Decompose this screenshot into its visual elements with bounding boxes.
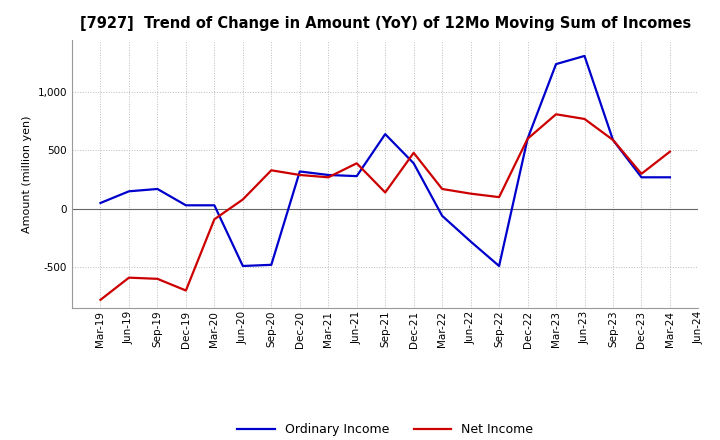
Net Income — [637, 171, 646, 176]
Ordinary Income — [608, 137, 617, 143]
Net Income — [552, 112, 560, 117]
Ordinary Income — [523, 136, 532, 141]
Line: Ordinary Income: Ordinary Income — [101, 56, 670, 266]
Net Income — [495, 194, 503, 200]
Ordinary Income — [552, 62, 560, 67]
Net Income — [210, 216, 219, 222]
Ordinary Income — [125, 189, 133, 194]
Ordinary Income — [295, 169, 304, 174]
Ordinary Income — [495, 264, 503, 269]
Ordinary Income — [324, 172, 333, 178]
Ordinary Income — [181, 203, 190, 208]
Net Income — [523, 136, 532, 141]
Net Income — [467, 191, 475, 196]
Ordinary Income — [410, 161, 418, 166]
Ordinary Income — [238, 264, 247, 269]
Net Income — [181, 288, 190, 293]
Ordinary Income — [637, 175, 646, 180]
Net Income — [665, 149, 674, 154]
Net Income — [125, 275, 133, 280]
Title: [7927]  Trend of Change in Amount (YoY) of 12Mo Moving Sum of Incomes: [7927] Trend of Change in Amount (YoY) o… — [80, 16, 690, 32]
Net Income — [381, 190, 390, 195]
Ordinary Income — [267, 262, 276, 268]
Net Income — [153, 276, 162, 282]
Net Income — [410, 150, 418, 155]
Net Income — [96, 297, 105, 302]
Net Income — [267, 168, 276, 173]
Ordinary Income — [153, 186, 162, 191]
Ordinary Income — [665, 175, 674, 180]
Net Income — [580, 116, 589, 121]
Net Income — [352, 161, 361, 166]
Legend: Ordinary Income, Net Income: Ordinary Income, Net Income — [232, 418, 539, 440]
Ordinary Income — [96, 200, 105, 205]
Ordinary Income — [438, 213, 446, 218]
Ordinary Income — [467, 239, 475, 244]
Ordinary Income — [381, 132, 390, 137]
Net Income — [324, 175, 333, 180]
Net Income — [295, 172, 304, 178]
Net Income — [608, 137, 617, 143]
Net Income — [238, 197, 247, 202]
Net Income — [438, 186, 446, 191]
Ordinary Income — [580, 53, 589, 59]
Ordinary Income — [210, 203, 219, 208]
Y-axis label: Amount (million yen): Amount (million yen) — [22, 115, 32, 233]
Line: Net Income: Net Income — [101, 114, 670, 300]
Ordinary Income — [352, 173, 361, 179]
